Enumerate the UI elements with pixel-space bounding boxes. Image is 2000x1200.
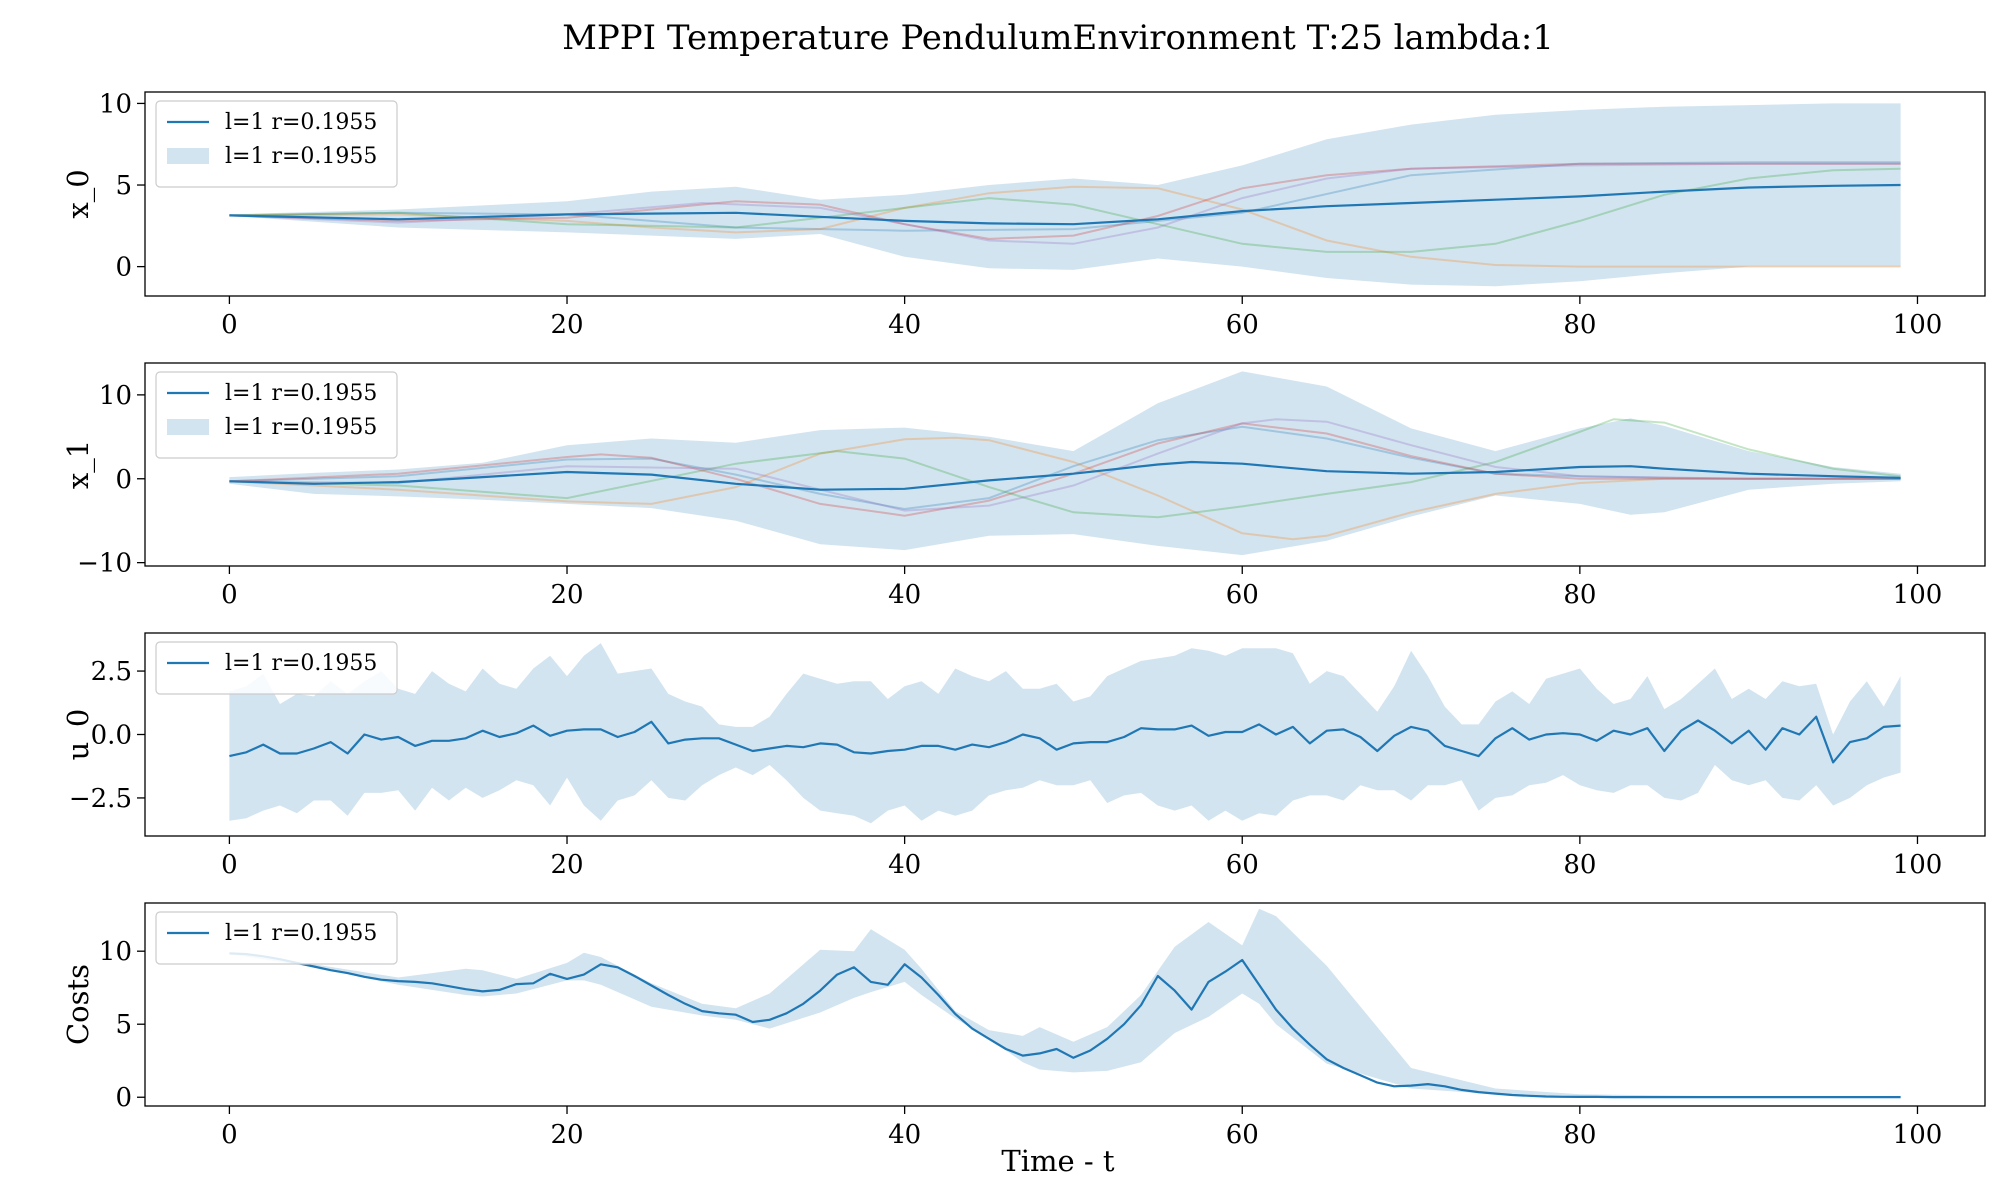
legend-box [155, 100, 398, 188]
mean-line [229, 952, 1901, 1099]
legend-box [155, 641, 398, 695]
x-tick-label: 80 [1563, 1120, 1596, 1150]
x-tick-label: 80 [1563, 850, 1596, 880]
legend-label: l=1 r=0.1955 [225, 110, 377, 135]
axes-frame [144, 362, 1986, 567]
sample-trajectory [229, 422, 1901, 517]
plot-area [229, 908, 1901, 1099]
y-tick-label: 2.5 [91, 657, 132, 687]
x-tick-label: 40 [888, 580, 921, 610]
y-tick-label: 0 [115, 1083, 132, 1113]
legend-band-swatch [167, 419, 209, 435]
sample-trajectory [229, 418, 1901, 512]
x-tick-label: 100 [1893, 310, 1943, 340]
legend-label: l=1 r=0.1955 [225, 921, 377, 946]
sample-trajectory [229, 418, 1901, 519]
y-tick-label: 0 [115, 465, 132, 495]
legend-band-swatch [167, 148, 209, 164]
x-tick-label: 60 [1226, 1120, 1259, 1150]
legend-label: l=1 r=0.1955 [225, 144, 377, 169]
y-tick-label: −10 [77, 549, 132, 579]
x-tick-label: 80 [1563, 580, 1596, 610]
x-tick-label: 60 [1226, 850, 1259, 880]
x-tick-label: 40 [888, 850, 921, 880]
y-tick-label: 10 [99, 89, 132, 119]
legend: l=1 r=0.1955 [155, 911, 398, 965]
y-axis-label: u_0 [61, 709, 96, 761]
x-tick-label: 60 [1226, 310, 1259, 340]
sample-trajectory [229, 425, 1901, 511]
axes-frame [144, 902, 1986, 1107]
sample-trajectory [229, 161, 1901, 232]
x-tick-label: 0 [221, 310, 238, 340]
legend: l=1 r=0.1955 [155, 641, 398, 695]
x-tick-label: 20 [550, 580, 583, 610]
legend-label: l=1 r=0.1955 [225, 415, 377, 440]
x-tick-label: 100 [1893, 580, 1943, 610]
sample-trajectory [229, 436, 1901, 541]
y-axis-label: Costs [61, 964, 95, 1045]
sample-trajectory [229, 185, 1901, 268]
y-axis-label: x_1 [61, 440, 96, 489]
confidence-band [229, 908, 1901, 1098]
mean-line [229, 460, 1901, 491]
legend: l=1 r=0.1955 l=1 r=0.1955 [155, 371, 398, 459]
legend-label: l=1 r=0.1955 [225, 381, 377, 406]
x-tick-label: 0 [221, 580, 238, 610]
y-tick-label: −2.5 [69, 784, 132, 814]
plot-area [229, 643, 1901, 824]
mean-line [229, 183, 1901, 226]
x-tick-label: 0 [221, 850, 238, 880]
x-tick-label: 100 [1893, 1120, 1943, 1150]
legend-label: l=1 r=0.1955 [225, 651, 377, 676]
legend-box [155, 371, 398, 459]
confidence-band [229, 643, 1901, 824]
x-axis-label: Time - t [1001, 1144, 1115, 1178]
x-tick-label: 80 [1563, 310, 1596, 340]
axes-frame [144, 91, 1986, 297]
y-tick-label: 10 [99, 381, 132, 411]
plot-area [229, 371, 1901, 556]
x-tick-label: 0 [221, 1120, 238, 1150]
confidence-band [229, 103, 1901, 287]
mean-line [229, 715, 1901, 764]
sample-trajectory [229, 162, 1901, 245]
y-tick-label: 5 [115, 171, 132, 201]
legend: l=1 r=0.1955 l=1 r=0.1955 [155, 100, 398, 188]
x-tick-label: 100 [1893, 850, 1943, 880]
figure-title: MPPI Temperature PendulumEnvironment T:2… [562, 18, 1554, 58]
plot-area [229, 103, 1901, 287]
y-tick-label: 10 [99, 937, 132, 967]
x-tick-label: 20 [550, 310, 583, 340]
sample-trajectory [229, 162, 1901, 240]
x-tick-label: 20 [550, 1120, 583, 1150]
y-tick-label: 5 [115, 1010, 132, 1040]
x-tick-label: 60 [1226, 580, 1259, 610]
subplot-u_0: 0 20 40 60 80 100 −2.5 0.0 2.5 u_0 l=1 r=0.1955 [61, 632, 1986, 880]
confidence-band [229, 371, 1901, 556]
x-tick-label: 40 [888, 310, 921, 340]
x-tick-label: 20 [550, 850, 583, 880]
y-axis-label: x_0 [61, 169, 96, 218]
legend-box [155, 911, 398, 965]
x-tick-label: 40 [888, 1120, 921, 1150]
y-tick-label: 0 [115, 253, 132, 283]
y-tick-label: 0.0 [91, 721, 132, 751]
